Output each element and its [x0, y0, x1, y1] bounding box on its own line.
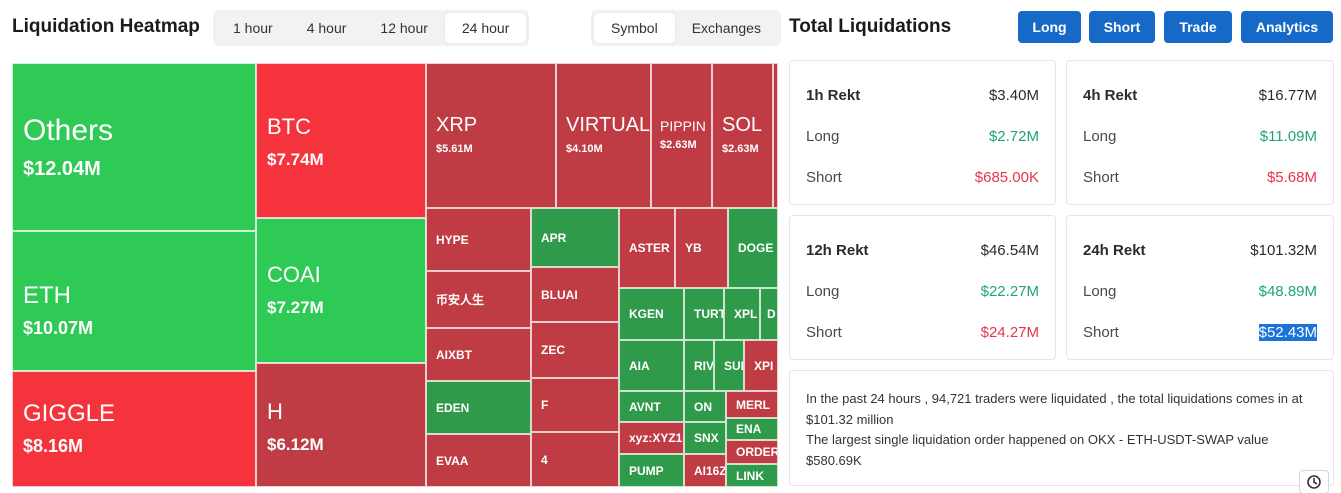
- timeframe-12h[interactable]: 12 hour: [380, 20, 428, 36]
- heatmap-cell[interactable]: ORDER: [726, 440, 778, 464]
- rekt-card-4h: 4h Rekt $16.77M Long $11.09M Short $5.68M: [1066, 60, 1334, 205]
- short-button[interactable]: Short: [1089, 11, 1155, 43]
- short-label: Short: [1083, 169, 1119, 186]
- heatmap-cell[interactable]: VIRTUAL $4.10M: [556, 63, 651, 208]
- short-value: $685.00K: [974, 169, 1039, 186]
- heatmap-title: Liquidation Heatmap: [12, 16, 200, 37]
- heatmap-cell[interactable]: AIA: [619, 340, 684, 391]
- card-total: $46.54M: [980, 242, 1039, 259]
- long-value: $2.72M: [988, 128, 1039, 145]
- heatmap-cell[interactable]: AVNT: [619, 391, 684, 422]
- timeframe-selector: 1 hour 4 hour 12 hour 24 hour: [213, 10, 530, 46]
- heatmap-cell[interactable]: EVAA: [426, 434, 531, 487]
- heatmap-cell[interactable]: XRP $5.61M: [426, 63, 556, 208]
- long-label: Long: [806, 128, 840, 145]
- heatmap-cell[interactable]: SOL $2.63M: [712, 63, 773, 208]
- heatmap-cell[interactable]: 4: [531, 432, 619, 487]
- timeframe-24h[interactable]: 24 hour: [444, 13, 527, 43]
- heatmap-cell[interactable]: XPL: [724, 288, 760, 340]
- view-exchanges-tab[interactable]: Exchanges: [691, 20, 761, 36]
- liquidation-summary: In the past 24 hours , 94,721 traders we…: [789, 370, 1334, 486]
- heatmap-cell[interactable]: EDEN: [426, 381, 531, 434]
- heatmap-cell[interactable]: Others $12.04M: [12, 63, 256, 231]
- heatmap-cell[interactable]: DOGE: [728, 208, 778, 288]
- heatmap-cell[interactable]: F: [531, 378, 619, 432]
- liquidation-heatmap: Others $12.04M ETH $10.07M GIGGLE $8.16M BT…: [12, 63, 778, 487]
- heatmap-cell[interactable]: RIV: [684, 340, 714, 391]
- card-total: $101.32M: [1250, 242, 1317, 259]
- heatmap-cell[interactable]: H $6.12M: [256, 363, 426, 487]
- card-label: 24h Rekt: [1083, 242, 1146, 259]
- long-value: $48.89M: [1258, 283, 1317, 300]
- history-button[interactable]: [1299, 470, 1329, 493]
- summary-line-1: In the past 24 hours , 94,721 traders we…: [806, 391, 1303, 427]
- heatmap-cell[interactable]: APR: [531, 208, 619, 267]
- heatmap-cell[interactable]: BTC $7.74M: [256, 63, 426, 218]
- total-liquidations-title: Total Liquidations: [789, 16, 952, 37]
- trade-button[interactable]: Trade: [1164, 11, 1232, 43]
- heatmap-cell[interactable]: ASTER: [619, 208, 675, 288]
- view-selector: Symbol Exchanges: [591, 10, 781, 46]
- heatmap-cell[interactable]: AI16Z: [684, 454, 726, 487]
- short-value: $24.27M: [980, 324, 1039, 341]
- heatmap-cell[interactable]: xyz:XYZ10: [619, 422, 684, 454]
- long-button[interactable]: Long: [1018, 11, 1081, 43]
- short-label: Short: [806, 169, 842, 186]
- heatmap-cell[interactable]: BLUAI: [531, 267, 619, 322]
- heatmap-cell[interactable]: COAI $7.27M: [256, 218, 426, 363]
- short-value: $5.68M: [1266, 169, 1317, 186]
- long-value: $22.27M: [980, 283, 1039, 300]
- card-label: 4h Rekt: [1083, 87, 1138, 104]
- summary-line-2: The largest single liquidation order hap…: [806, 432, 1269, 468]
- heatmap-cell[interactable]: PUMP: [619, 454, 684, 487]
- clock-icon: [1307, 475, 1321, 489]
- heatmap-cell[interactable]: KGEN: [619, 288, 684, 340]
- view-symbol-tab[interactable]: Symbol: [594, 13, 675, 43]
- heatmap-cell[interactable]: TURT: [684, 288, 724, 340]
- card-total: $3.40M: [988, 87, 1039, 104]
- heatmap-cell[interactable]: SUI: [714, 340, 744, 391]
- heatmap-cell[interactable]: ZEC: [531, 322, 619, 378]
- heatmap-cell[interactable]: AIXBT: [426, 328, 531, 381]
- heatmap-cell[interactable]: LINK: [726, 464, 778, 487]
- long-label: Long: [806, 283, 840, 300]
- heatmap-cell[interactable]: 币安人生: [426, 271, 531, 328]
- card-label: 1h Rekt: [806, 87, 861, 104]
- heatmap-cell[interactable]: MERL: [726, 391, 778, 418]
- card-total: $16.77M: [1258, 87, 1317, 104]
- short-value: $52.43M: [1258, 324, 1317, 341]
- rekt-card-1h: 1h Rekt $3.40M Long $2.72M Short $685.00K: [789, 60, 1056, 205]
- heatmap-cell[interactable]: SNX: [684, 422, 726, 454]
- heatmap-cell[interactable]: ON: [684, 391, 726, 422]
- timeframe-1h[interactable]: 1 hour: [233, 20, 273, 36]
- heatmap-cell[interactable]: GIGGLE $8.16M: [12, 371, 256, 487]
- long-label: Long: [1083, 128, 1117, 145]
- heatmap-cell[interactable]: PIPPIN $2.63M: [651, 63, 712, 208]
- heatmap-cell[interactable]: HYPE: [426, 208, 531, 271]
- card-label: 12h Rekt: [806, 242, 869, 259]
- short-label: Short: [806, 324, 842, 341]
- heatmap-cell[interactable]: D: [760, 288, 778, 340]
- analytics-button[interactable]: Analytics: [1241, 11, 1333, 43]
- heatmap-cell[interactable]: ENA: [726, 418, 778, 440]
- heatmap-cell[interactable]: [773, 63, 778, 208]
- long-label: Long: [1083, 283, 1117, 300]
- heatmap-cell[interactable]: YB: [675, 208, 728, 288]
- long-value: $11.09M: [1259, 128, 1317, 145]
- timeframe-4h[interactable]: 4 hour: [306, 20, 347, 36]
- rekt-card-12h: 12h Rekt $46.54M Long $22.27M Short $24.27M: [789, 215, 1056, 360]
- rekt-card-24h: 24h Rekt $101.32M Long $48.89M Short $52.43…: [1066, 215, 1334, 360]
- heatmap-cell[interactable]: ETH $10.07M: [12, 231, 256, 371]
- heatmap-cell[interactable]: XPI: [744, 340, 778, 391]
- short-label: Short: [1083, 324, 1119, 341]
